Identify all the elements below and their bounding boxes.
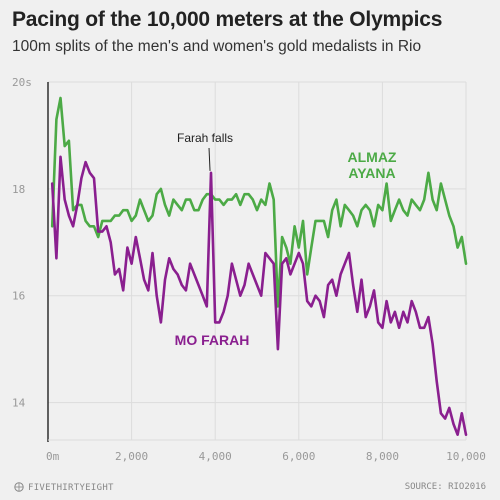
fivethirtyeight-logo-icon bbox=[14, 482, 24, 492]
y-tick-label: 14 bbox=[12, 397, 26, 410]
x-tick-label: 2,000 bbox=[115, 450, 148, 463]
y-tick-label: 20s bbox=[12, 76, 32, 89]
chart-subtitle: 100m splits of the men's and women's gol… bbox=[12, 38, 422, 55]
series-line-mo-farah bbox=[50, 155, 468, 437]
series-label-ayana-line2: AYANA bbox=[348, 165, 395, 181]
series-label-farah: MO FARAH bbox=[175, 332, 250, 348]
y-tick-label: 16 bbox=[12, 290, 25, 303]
series-line-almaz-ayana bbox=[50, 96, 468, 308]
x-tick-label: 10,000 bbox=[446, 450, 486, 463]
footer-brand-text: FIVETHIRTYEIGHT bbox=[28, 483, 114, 493]
chart-title: Pacing of the 10,000 meters at the Olymp… bbox=[12, 8, 443, 31]
footer-source: SOURCE: RIO2016 bbox=[404, 482, 486, 492]
x-tick-label: 6,000 bbox=[282, 450, 315, 463]
annotation-farah-falls: Farah falls bbox=[177, 131, 233, 145]
x-tick-label: 4,000 bbox=[199, 450, 232, 463]
x-tick-label: 8,000 bbox=[366, 450, 399, 463]
footer-brand: FIVETHIRTYEIGHT bbox=[14, 482, 114, 493]
series-label-ayana-line1: ALMAZ bbox=[348, 149, 397, 165]
y-tick-label: 18 bbox=[12, 183, 25, 196]
annotation-leader-line bbox=[208, 147, 211, 171]
x-tick-label: 0m bbox=[46, 450, 60, 463]
